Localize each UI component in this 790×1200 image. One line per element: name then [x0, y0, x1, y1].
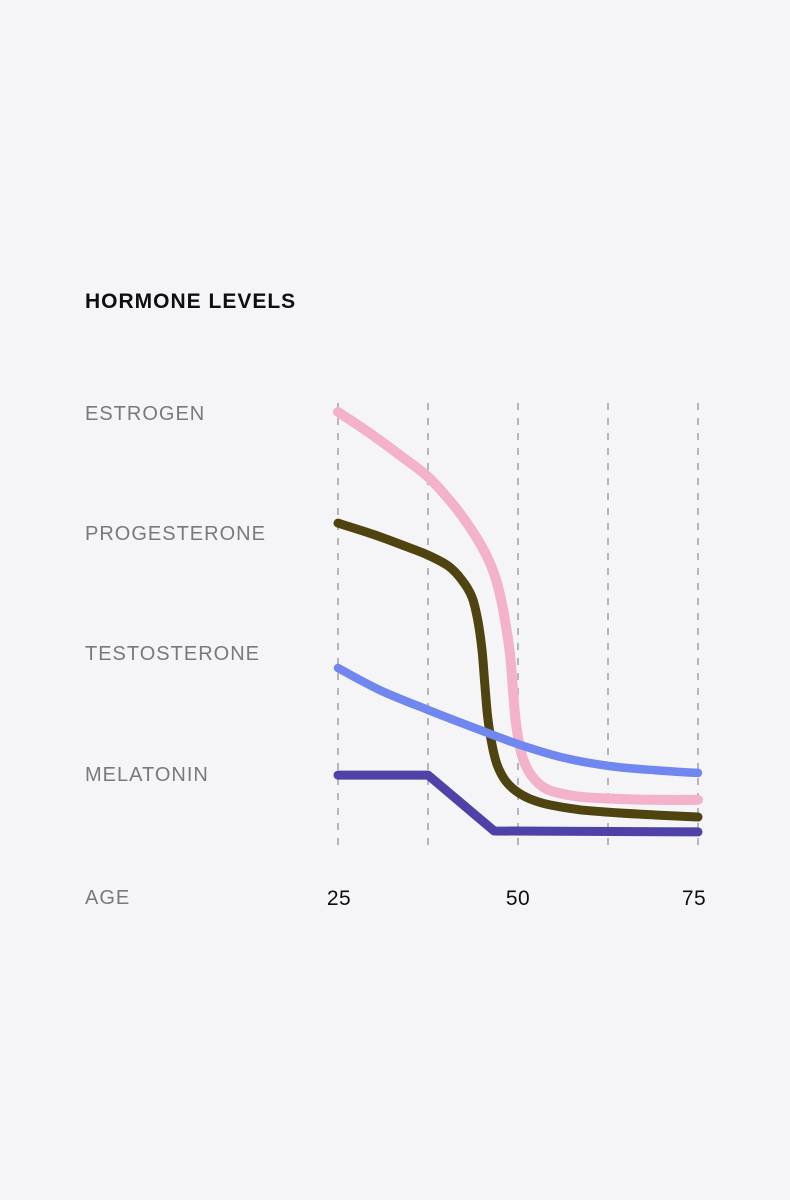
testosterone-curve [333, 663, 703, 778]
series-label-progesterone: PROGESTERONE [85, 523, 266, 545]
series-label-estrogen: ESTROGEN [85, 403, 206, 425]
x-tick-50: 50 [505, 887, 531, 910]
progesterone-curve [333, 518, 703, 822]
x-axis-label: AGE [85, 887, 131, 909]
melatonin-curve [333, 770, 703, 837]
x-tick-75: 75 [681, 887, 707, 910]
chart-title: HORMONE LEVELS [85, 290, 297, 313]
series-label-testosterone: TESTOSTERONE [85, 643, 260, 665]
x-tick-25: 25 [326, 887, 352, 910]
series-label-melatonin: MELATONIN [85, 764, 209, 786]
estrogen-curve [333, 407, 703, 805]
